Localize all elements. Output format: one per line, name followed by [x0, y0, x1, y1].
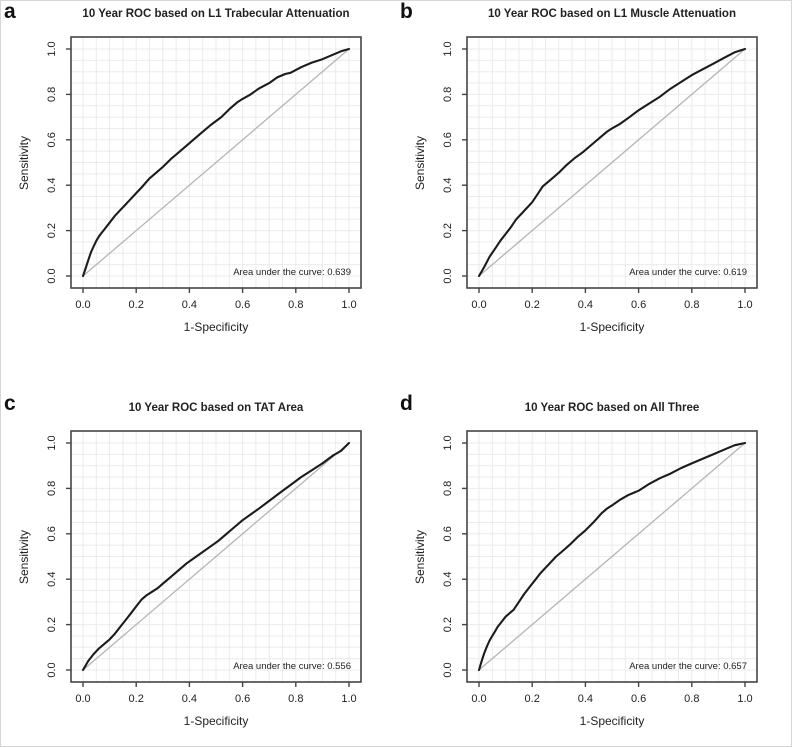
panel-letter-c: c — [4, 392, 16, 415]
y-tick-label: 1.0 — [46, 435, 58, 450]
y-tick-label: 0.6 — [46, 132, 58, 147]
y-axis-label: Sensitivity — [17, 136, 31, 190]
x-tick-label: 0.2 — [129, 299, 144, 311]
x-tick-label: 0.8 — [288, 693, 303, 705]
roc-chart-a: 0.0 0.0 0.2 0.2 0.4 0.4 0.6 0.6 0.8 0.8 1.0 1.0 10 … — [17, 8, 362, 334]
y-tick-label: 0.8 — [442, 87, 454, 102]
roc-chart-c: 0.0 0.0 0.2 0.2 0.4 0.4 0.6 0.6 0.8 0.8 1.0 1.0 10 … — [17, 402, 362, 728]
y-tick-label: 0.0 — [46, 662, 58, 677]
chance-diagonal-line — [478, 442, 746, 671]
x-tick-label: 0.0 — [471, 693, 486, 705]
x-tick-label: 0.6 — [235, 693, 250, 705]
x-tick-label: 0.8 — [288, 299, 303, 311]
x-tick-label: 0.2 — [525, 693, 540, 705]
y-tick-label: 0.0 — [442, 662, 454, 677]
chance-diagonal-line — [82, 48, 350, 277]
y-tick-label: 0.6 — [442, 526, 454, 541]
y-tick-label: 0.8 — [46, 481, 58, 496]
x-tick-label: 0.2 — [525, 299, 540, 311]
y-tick-label: 0.6 — [442, 132, 454, 147]
roc-curve — [477, 47, 747, 278]
chance-diagonal-line — [82, 442, 350, 671]
x-tick-label: 0.8 — [684, 299, 699, 311]
roc-panel-a: a 0.0 0.0 0.2 0.2 0.4 0.4 0.6 0.6 0.8 0.8 1.0 1.0 1… — [1, 1, 397, 374]
chart-title: 10 Year ROC based on L1 Muscle Attenuati… — [488, 8, 736, 20]
x-tick-label: 0.6 — [631, 299, 646, 311]
roc-panel-d: d 0.0 0.0 0.2 0.2 0.4 0.4 0.6 0.6 0.8 0.8 1.0 1.0 1… — [397, 374, 792, 746]
x-tick-label: 1.0 — [737, 299, 752, 311]
x-tick-label: 0.0 — [75, 299, 90, 311]
roc-panel-c: c 0.0 0.0 0.2 0.2 0.4 0.4 0.6 0.6 0.8 0.8 1.0 1.0 1… — [1, 374, 397, 746]
y-tick-label: 0.8 — [46, 87, 58, 102]
y-tick-label: 0.4 — [442, 178, 454, 193]
auc-annotation: Area under the curve: 0.619 — [629, 267, 747, 278]
x-tick-label: 1.0 — [341, 693, 356, 705]
auc-annotation: Area under the curve: 0.556 — [233, 661, 351, 672]
y-tick-label: 1.0 — [46, 41, 58, 56]
y-axis-label: Sensitivity — [413, 136, 427, 190]
roc-chart-b: 0.0 0.0 0.2 0.2 0.4 0.4 0.6 0.6 0.8 0.8 1.0 1.0 10 … — [413, 8, 758, 334]
y-tick-label: 0.0 — [46, 268, 58, 283]
plot-border — [466, 36, 758, 289]
y-tick-label: 0.2 — [442, 617, 454, 632]
roc-curve — [81, 47, 351, 278]
y-axis-label: Sensitivity — [17, 530, 31, 584]
y-tick-label: 0.4 — [46, 178, 58, 193]
panel-letter-b: b — [400, 0, 413, 23]
chart-title: 10 Year ROC based on All Three — [525, 402, 699, 414]
y-axis-label: Sensitivity — [413, 530, 427, 584]
roc-panel-b: b 0.0 0.0 0.2 0.2 0.4 0.4 0.6 0.6 0.8 0.8 1.0 1.0 1… — [397, 1, 792, 374]
x-tick-label: 1.0 — [737, 693, 752, 705]
grid-lines — [467, 37, 757, 288]
x-axis-label: 1-Specificity — [580, 714, 645, 728]
plot-border — [70, 36, 362, 289]
roc-curve — [477, 441, 747, 672]
grid-lines — [71, 37, 361, 288]
grid-lines — [71, 431, 361, 682]
roc-curve — [81, 441, 351, 672]
chart-title: 10 Year ROC based on TAT Area — [129, 402, 304, 414]
x-tick-label: 0.6 — [631, 693, 646, 705]
chance-diagonal-line — [478, 48, 746, 277]
axis-ticks: 0.0 0.0 0.2 0.2 0.4 0.4 0.6 0.6 0.8 0.8 1.0 1.0 — [442, 41, 753, 311]
x-tick-label: 0.6 — [235, 299, 250, 311]
x-tick-label: 0.4 — [182, 299, 197, 311]
y-tick-label: 0.6 — [46, 526, 58, 541]
y-tick-label: 0.0 — [442, 268, 454, 283]
x-tick-label: 1.0 — [341, 299, 356, 311]
plot-border — [466, 430, 758, 683]
panel-letter-a: a — [4, 0, 16, 23]
x-tick-label: 0.2 — [129, 693, 144, 705]
auc-annotation: Area under the curve: 0.639 — [233, 267, 351, 278]
chart-title: 10 Year ROC based on L1 Trabecular Atten… — [82, 8, 349, 20]
y-tick-label: 0.2 — [46, 617, 58, 632]
y-tick-label: 1.0 — [442, 435, 454, 450]
panel-letter-d: d — [400, 392, 413, 415]
y-tick-label: 0.2 — [442, 223, 454, 238]
plot-border — [70, 430, 362, 683]
y-tick-label: 0.4 — [442, 572, 454, 587]
x-axis-label: 1-Specificity — [580, 320, 645, 334]
x-tick-label: 0.4 — [578, 693, 593, 705]
x-tick-label: 0.4 — [182, 693, 197, 705]
y-tick-label: 0.4 — [46, 572, 58, 587]
roc-chart-d: 0.0 0.0 0.2 0.2 0.4 0.4 0.6 0.6 0.8 0.8 1.0 1.0 10 … — [413, 402, 758, 728]
x-tick-label: 0.0 — [471, 299, 486, 311]
x-tick-label: 0.8 — [684, 693, 699, 705]
y-tick-label: 0.8 — [442, 481, 454, 496]
x-axis-label: 1-Specificity — [184, 714, 249, 728]
axis-ticks: 0.0 0.0 0.2 0.2 0.4 0.4 0.6 0.6 0.8 0.8 1.0 1.0 — [442, 435, 753, 705]
x-axis-label: 1-Specificity — [184, 320, 249, 334]
auc-annotation: Area under the curve: 0.657 — [629, 661, 747, 672]
grid-lines — [467, 431, 757, 682]
y-tick-label: 0.2 — [46, 223, 58, 238]
axis-ticks: 0.0 0.0 0.2 0.2 0.4 0.4 0.6 0.6 0.8 0.8 1.0 1.0 — [46, 435, 357, 705]
x-tick-label: 0.4 — [578, 299, 593, 311]
x-tick-label: 0.0 — [75, 693, 90, 705]
y-tick-label: 1.0 — [442, 41, 454, 56]
axis-ticks: 0.0 0.0 0.2 0.2 0.4 0.4 0.6 0.6 0.8 0.8 1.0 1.0 — [46, 41, 357, 311]
